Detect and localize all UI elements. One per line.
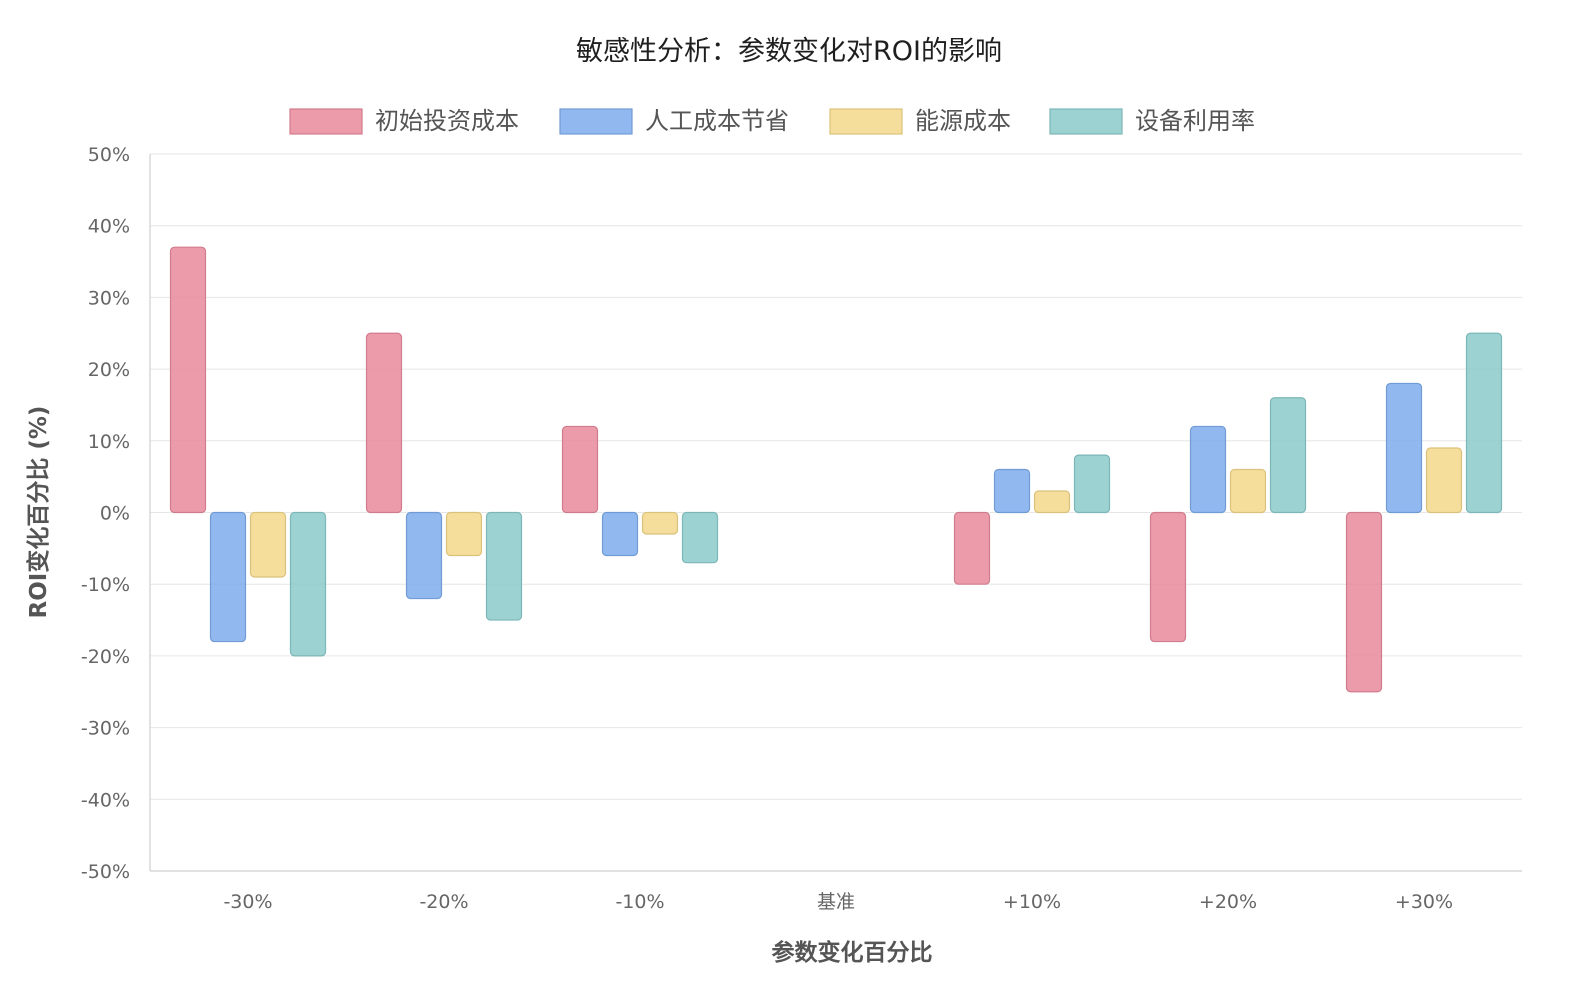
y-tick-label: -30% bbox=[81, 718, 130, 740]
y-tick-label: -50% bbox=[81, 861, 130, 883]
bar[interactable] bbox=[365, 332, 403, 514]
y-tick-label: 20% bbox=[88, 359, 130, 381]
bar[interactable] bbox=[1345, 511, 1383, 693]
bar[interactable] bbox=[1385, 382, 1423, 514]
bar[interactable] bbox=[601, 511, 639, 557]
x-tick-label: 基准 bbox=[817, 891, 855, 913]
legend-swatch[interactable] bbox=[829, 108, 903, 135]
x-tick-label: -20% bbox=[419, 891, 468, 913]
bar[interactable] bbox=[681, 511, 719, 564]
x-axis-ticks: -30% -20% -10% 基准 +10% +20% +30% bbox=[223, 891, 1453, 913]
bar[interactable] bbox=[1465, 332, 1503, 514]
x-tick-label: +10% bbox=[1003, 891, 1061, 913]
y-axis-title: ROI变化百分比 (%) bbox=[25, 406, 52, 619]
bar[interactable] bbox=[1229, 468, 1267, 514]
x-tick-label: +30% bbox=[1395, 891, 1453, 913]
bar[interactable] bbox=[561, 425, 599, 514]
bar[interactable] bbox=[1149, 511, 1187, 643]
legend-swatch[interactable] bbox=[289, 108, 363, 135]
legend-swatch[interactable] bbox=[559, 108, 633, 135]
bar[interactable] bbox=[1425, 447, 1463, 514]
bar[interactable] bbox=[993, 468, 1031, 514]
legend-label[interactable]: 人工成本节省 bbox=[645, 107, 789, 135]
x-tick-label: -30% bbox=[223, 891, 272, 913]
bar[interactable] bbox=[953, 511, 991, 585]
legend-label[interactable]: 初始投资成本 bbox=[375, 107, 519, 135]
bar[interactable] bbox=[289, 511, 327, 657]
bar[interactable] bbox=[169, 246, 207, 514]
legend: 初始投资成本 人工成本节省 能源成本 设备利用率 bbox=[289, 107, 1255, 135]
legend-swatch[interactable] bbox=[1049, 108, 1123, 135]
bar[interactable] bbox=[1189, 425, 1227, 514]
bar[interactable] bbox=[209, 511, 247, 643]
bar[interactable] bbox=[445, 511, 483, 557]
bar[interactable] bbox=[485, 511, 523, 621]
y-tick-label: -40% bbox=[81, 789, 130, 811]
x-tick-label: +20% bbox=[1199, 891, 1257, 913]
bar[interactable] bbox=[1033, 490, 1071, 514]
bar[interactable] bbox=[405, 511, 443, 600]
chart-title: 敏感性分析：参数变化对ROI的影响 bbox=[576, 36, 1002, 67]
y-axis-ticks: 50% 40% 30% 20% 10% 0% -10% -20% -30% -40% -50% bbox=[81, 144, 130, 883]
bar[interactable] bbox=[1269, 397, 1307, 514]
x-tick-label: -10% bbox=[615, 891, 664, 913]
y-tick-label: 40% bbox=[88, 216, 130, 238]
y-tick-label: 0% bbox=[100, 503, 130, 525]
bar[interactable] bbox=[249, 511, 287, 578]
y-tick-label: -10% bbox=[81, 574, 130, 596]
y-tick-label: -20% bbox=[81, 646, 130, 668]
y-tick-label: 50% bbox=[88, 144, 130, 166]
y-tick-label: 30% bbox=[88, 287, 130, 309]
bar[interactable] bbox=[641, 511, 679, 535]
bar[interactable] bbox=[1073, 454, 1111, 514]
grid-lines bbox=[149, 153, 1522, 872]
x-axis-title: 参数变化百分比 bbox=[772, 939, 933, 966]
legend-label[interactable]: 能源成本 bbox=[915, 107, 1011, 135]
y-tick-label: 10% bbox=[88, 431, 130, 453]
bars bbox=[169, 246, 1503, 693]
legend-label[interactable]: 设备利用率 bbox=[1135, 107, 1255, 135]
